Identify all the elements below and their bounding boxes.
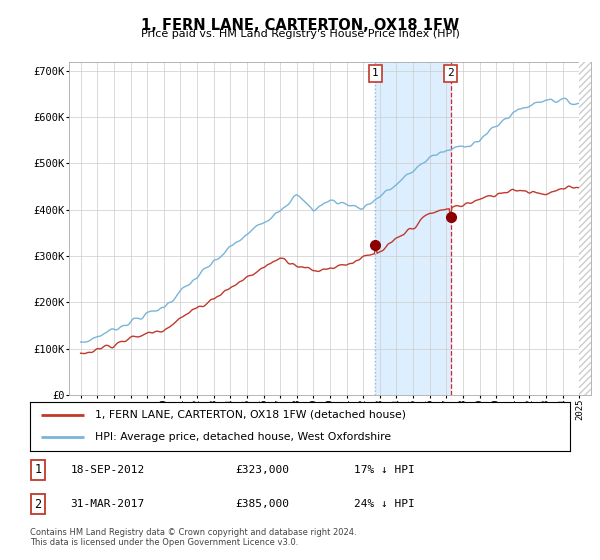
Bar (375, 62, 451, 395)
Text: 18-SEP-2012: 18-SEP-2012 (71, 465, 145, 475)
Text: 1, FERN LANE, CARTERTON, OX18 1FW: 1, FERN LANE, CARTERTON, OX18 1FW (141, 18, 459, 33)
Text: Price paid vs. HM Land Registry's House Price Index (HPI): Price paid vs. HM Land Registry's House … (140, 29, 460, 39)
Text: 1, FERN LANE, CARTERTON, OX18 1FW (detached house): 1, FERN LANE, CARTERTON, OX18 1FW (detac… (95, 410, 406, 420)
Text: 2: 2 (35, 497, 41, 511)
Text: £323,000: £323,000 (235, 465, 289, 475)
Bar (580, 62, 591, 395)
Text: 17% ↓ HPI: 17% ↓ HPI (354, 465, 415, 475)
Text: HPI: Average price, detached house, West Oxfordshire: HPI: Average price, detached house, West… (95, 432, 391, 442)
Text: £385,000: £385,000 (235, 499, 289, 509)
Text: 24% ↓ HPI: 24% ↓ HPI (354, 499, 415, 509)
Text: Contains HM Land Registry data © Crown copyright and database right 2024.
This d: Contains HM Land Registry data © Crown c… (30, 528, 356, 547)
Text: 2: 2 (447, 68, 454, 78)
Text: 1: 1 (35, 463, 41, 476)
Text: 31-MAR-2017: 31-MAR-2017 (71, 499, 145, 509)
Text: 1: 1 (372, 68, 379, 78)
